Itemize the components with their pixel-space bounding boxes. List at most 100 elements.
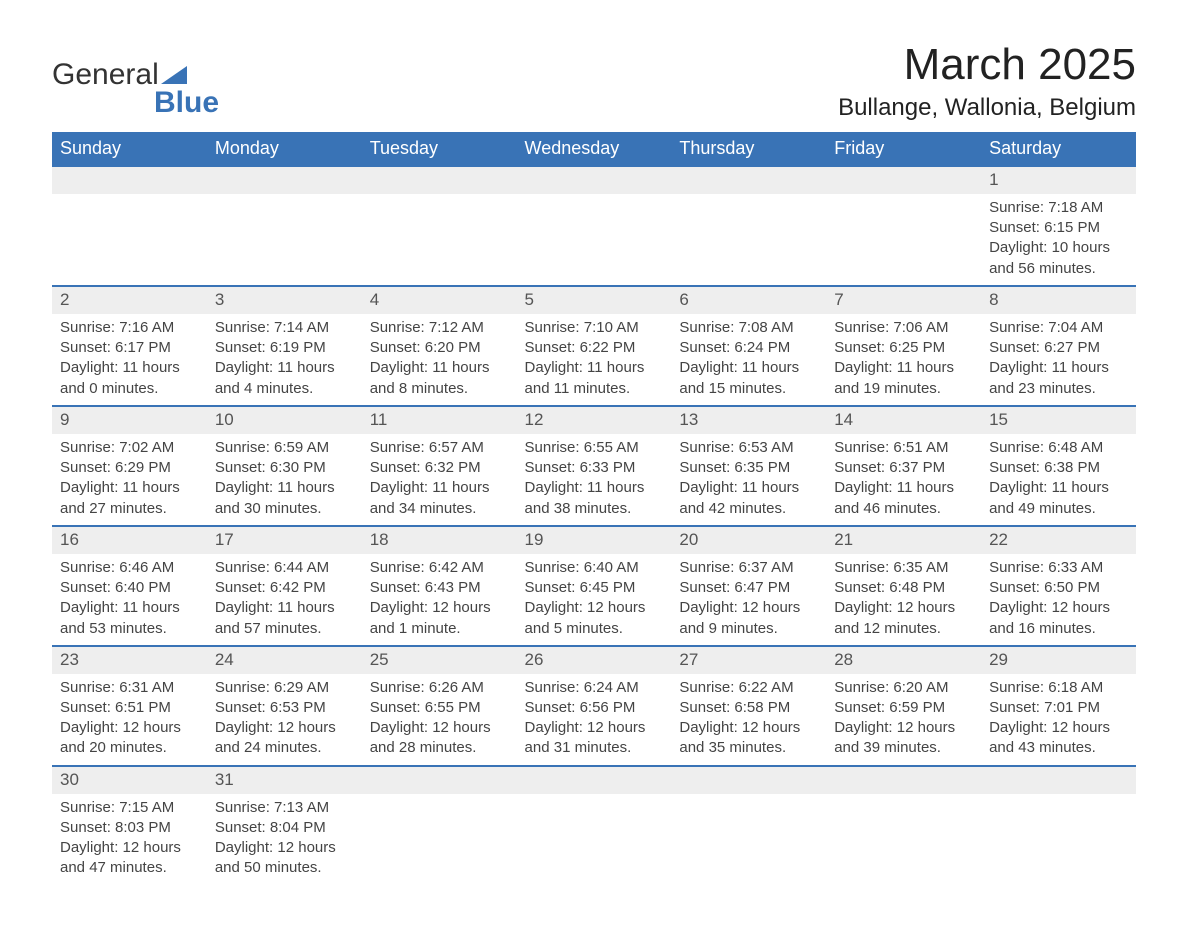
day-number-cell: 5	[517, 286, 672, 314]
day-dl2: and 43 minutes.	[989, 738, 1128, 758]
day-dl1: Daylight: 11 hours	[834, 358, 973, 378]
day-dl2: and 35 minutes.	[679, 738, 818, 758]
week-number-row: 1	[52, 166, 1136, 194]
logo-word-2: Blue	[154, 86, 219, 120]
day-detail-cell: Sunrise: 6:37 AMSunset: 6:47 PMDaylight:…	[671, 554, 826, 646]
day-dl1: Daylight: 11 hours	[370, 358, 509, 378]
day-sunrise: Sunrise: 6:42 AM	[370, 558, 509, 578]
day-dl2: and 38 minutes.	[525, 499, 664, 519]
day-dl1: Daylight: 12 hours	[60, 718, 199, 738]
day-detail-cell: Sunrise: 6:31 AMSunset: 6:51 PMDaylight:…	[52, 674, 207, 766]
day-dl1: Daylight: 11 hours	[525, 478, 664, 498]
day-number-cell: 21	[826, 526, 981, 554]
day-detail-cell: Sunrise: 7:12 AMSunset: 6:20 PMDaylight:…	[362, 314, 517, 406]
day-sunset: Sunset: 6:47 PM	[679, 578, 818, 598]
day-dl2: and 50 minutes.	[215, 858, 354, 878]
day-sunrise: Sunrise: 6:57 AM	[370, 438, 509, 458]
week-number-row: 2345678	[52, 286, 1136, 314]
day-dl1: Daylight: 11 hours	[989, 358, 1128, 378]
day-number-cell: 10	[207, 406, 362, 434]
day-dl1: Daylight: 12 hours	[989, 718, 1128, 738]
day-number-cell: 14	[826, 406, 981, 434]
day-number-cell: 12	[517, 406, 672, 434]
day-sunrise: Sunrise: 7:16 AM	[60, 318, 199, 338]
day-sunset: Sunset: 6:53 PM	[215, 698, 354, 718]
day-detail-cell: Sunrise: 7:02 AMSunset: 6:29 PMDaylight:…	[52, 434, 207, 526]
day-sunset: Sunset: 6:38 PM	[989, 458, 1128, 478]
day-dl1: Daylight: 11 hours	[834, 478, 973, 498]
day-dl2: and 31 minutes.	[525, 738, 664, 758]
day-detail-cell: Sunrise: 6:24 AMSunset: 6:56 PMDaylight:…	[517, 674, 672, 766]
day-detail-cell: Sunrise: 6:55 AMSunset: 6:33 PMDaylight:…	[517, 434, 672, 526]
week-detail-row: Sunrise: 6:31 AMSunset: 6:51 PMDaylight:…	[52, 674, 1136, 766]
logo-word-1: General	[52, 58, 159, 92]
calendar-table: SundayMondayTuesdayWednesdayThursdayFrid…	[52, 132, 1136, 885]
day-number-cell: 29	[981, 646, 1136, 674]
day-dl1: Daylight: 11 hours	[215, 478, 354, 498]
day-detail-cell: Sunrise: 6:40 AMSunset: 6:45 PMDaylight:…	[517, 554, 672, 646]
day-dl1: Daylight: 12 hours	[679, 598, 818, 618]
day-detail-cell	[207, 194, 362, 286]
logo-triangle-icon	[161, 66, 187, 84]
day-dl1: Daylight: 11 hours	[60, 358, 199, 378]
day-dl1: Daylight: 12 hours	[679, 718, 818, 738]
day-detail-cell: Sunrise: 6:42 AMSunset: 6:43 PMDaylight:…	[362, 554, 517, 646]
day-sunrise: Sunrise: 6:20 AM	[834, 678, 973, 698]
day-dl2: and 8 minutes.	[370, 379, 509, 399]
day-number-cell: 31	[207, 766, 362, 794]
day-sunrise: Sunrise: 6:53 AM	[679, 438, 818, 458]
day-dl1: Daylight: 12 hours	[525, 718, 664, 738]
day-number-cell: 11	[362, 406, 517, 434]
day-detail-cell: Sunrise: 7:16 AMSunset: 6:17 PMDaylight:…	[52, 314, 207, 406]
day-sunset: Sunset: 6:50 PM	[989, 578, 1128, 598]
day-header-row: SundayMondayTuesdayWednesdayThursdayFrid…	[52, 132, 1136, 166]
day-dl1: Daylight: 12 hours	[370, 598, 509, 618]
week-detail-row: Sunrise: 6:46 AMSunset: 6:40 PMDaylight:…	[52, 554, 1136, 646]
day-dl2: and 57 minutes.	[215, 619, 354, 639]
day-dl2: and 20 minutes.	[60, 738, 199, 758]
day-sunrise: Sunrise: 6:48 AM	[989, 438, 1128, 458]
day-number-cell: 2	[52, 286, 207, 314]
week-number-row: 16171819202122	[52, 526, 1136, 554]
week-detail-row: Sunrise: 7:18 AMSunset: 6:15 PMDaylight:…	[52, 194, 1136, 286]
day-number-cell: 27	[671, 646, 826, 674]
day-dl1: Daylight: 11 hours	[215, 598, 354, 618]
day-sunset: Sunset: 6:33 PM	[525, 458, 664, 478]
day-sunset: Sunset: 6:55 PM	[370, 698, 509, 718]
day-dl1: Daylight: 11 hours	[525, 358, 664, 378]
day-number-cell: 9	[52, 406, 207, 434]
day-header: Wednesday	[517, 132, 672, 166]
day-number-cell: 7	[826, 286, 981, 314]
day-dl1: Daylight: 11 hours	[989, 478, 1128, 498]
day-detail-cell	[362, 794, 517, 885]
day-number-cell: 24	[207, 646, 362, 674]
day-sunset: Sunset: 6:29 PM	[60, 458, 199, 478]
day-sunrise: Sunrise: 7:04 AM	[989, 318, 1128, 338]
day-dl2: and 4 minutes.	[215, 379, 354, 399]
day-dl2: and 46 minutes.	[834, 499, 973, 519]
day-number-cell: 19	[517, 526, 672, 554]
day-dl2: and 34 minutes.	[370, 499, 509, 519]
day-sunrise: Sunrise: 6:59 AM	[215, 438, 354, 458]
day-dl1: Daylight: 11 hours	[60, 598, 199, 618]
day-dl1: Daylight: 12 hours	[834, 598, 973, 618]
day-detail-cell	[517, 794, 672, 885]
day-sunrise: Sunrise: 6:44 AM	[215, 558, 354, 578]
day-dl2: and 12 minutes.	[834, 619, 973, 639]
day-detail-cell: Sunrise: 6:51 AMSunset: 6:37 PMDaylight:…	[826, 434, 981, 526]
day-dl1: Daylight: 11 hours	[679, 478, 818, 498]
day-sunset: Sunset: 6:40 PM	[60, 578, 199, 598]
day-header: Thursday	[671, 132, 826, 166]
day-sunrise: Sunrise: 6:46 AM	[60, 558, 199, 578]
day-number-cell	[826, 766, 981, 794]
day-number-cell	[826, 166, 981, 194]
day-sunrise: Sunrise: 6:35 AM	[834, 558, 973, 578]
day-dl2: and 9 minutes.	[679, 619, 818, 639]
day-dl2: and 28 minutes.	[370, 738, 509, 758]
day-number-cell: 23	[52, 646, 207, 674]
day-number-cell: 16	[52, 526, 207, 554]
week-number-row: 3031	[52, 766, 1136, 794]
day-number-cell	[362, 766, 517, 794]
week-detail-row: Sunrise: 7:16 AMSunset: 6:17 PMDaylight:…	[52, 314, 1136, 406]
day-number-cell: 25	[362, 646, 517, 674]
